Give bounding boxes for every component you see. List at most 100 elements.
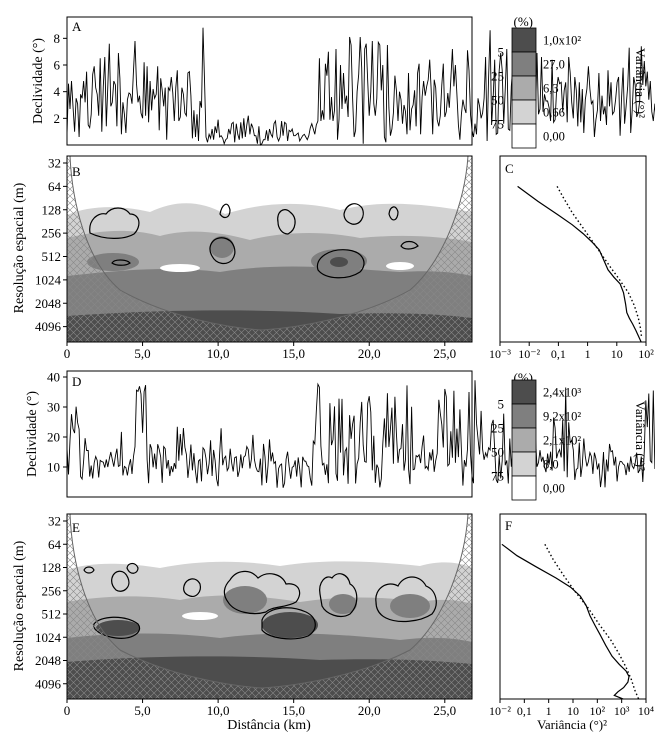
panel-d-ylabel: Declividade (°) bbox=[25, 391, 40, 477]
x-tick-label: 10,0 bbox=[207, 346, 230, 361]
y-tick-label: 4096 bbox=[35, 676, 62, 691]
legend-swatch bbox=[511, 379, 537, 405]
panel-b-contour-4 bbox=[277, 209, 296, 235]
legend-percent: 25 bbox=[491, 69, 504, 84]
panel-e-contour-8 bbox=[126, 562, 139, 574]
x-tick-label: 1 bbox=[585, 347, 591, 361]
panel-e-white-patch-1 bbox=[182, 612, 218, 620]
panel-d: D 10 20 30 40 Declividade (°) bbox=[25, 370, 655, 498]
legend-percent: 75 bbox=[491, 117, 504, 132]
legend-swatch bbox=[511, 475, 537, 501]
panel-d-letter: D bbox=[72, 374, 81, 389]
legend-value: 9,2x10² bbox=[543, 410, 581, 424]
panel-e: E 32 64 128 256 512 1024 2048 4096 Resolução es… bbox=[12, 513, 473, 733]
panel-e-contour-7 bbox=[183, 578, 201, 597]
panel-b-contour-5 bbox=[343, 203, 364, 225]
panel-e-y-ticks: 32 64 128 256 512 1024 2048 4096 bbox=[35, 514, 67, 691]
panel-a-y-ticks: 2 4 6 8 bbox=[54, 31, 67, 126]
panel-f-spectrum-line bbox=[501, 543, 630, 699]
x-tick-label: 1 bbox=[546, 704, 552, 718]
panel-c-significance-line bbox=[556, 186, 643, 337]
x-tick-label: 10³ bbox=[614, 704, 630, 718]
panel-e-contour-9 bbox=[83, 566, 95, 574]
x-tick-label: 5,0 bbox=[134, 703, 150, 718]
panel-a-slope-line bbox=[66, 27, 655, 146]
panel-e-contour-5 bbox=[375, 576, 437, 623]
legend-swatch bbox=[511, 99, 537, 125]
panel-f-x-axis-label: Variância (°)² bbox=[537, 717, 607, 732]
panel-a: A 2 4 6 8 Declividade (°) bbox=[31, 16, 655, 146]
panel-e-contour-6 bbox=[111, 570, 130, 592]
x-tick-label: 20,0 bbox=[358, 703, 381, 718]
panel-b-coi-line bbox=[69, 156, 469, 331]
panel-b-contour-1 bbox=[89, 207, 140, 239]
panel-a-ylabel: Declividade (°) bbox=[31, 38, 46, 124]
legend-swatch bbox=[511, 427, 537, 453]
x-tick-label: 10² bbox=[638, 347, 654, 361]
panel-b-x-ticks: 0 5,0 10,0 15,0 20,0 25,0 bbox=[64, 342, 456, 361]
legend-swatch bbox=[511, 451, 537, 477]
panel-d-frame bbox=[66, 370, 473, 498]
panel-b-contour-8 bbox=[400, 240, 419, 250]
panel-b-white-patch-1 bbox=[160, 264, 200, 272]
panel-b-contour-9 bbox=[219, 203, 231, 219]
panel-b-contour-7 bbox=[111, 259, 131, 266]
x-tick-label: 10,0 bbox=[207, 703, 230, 718]
panel-b-letter: B bbox=[72, 164, 81, 179]
panel-b-patch-4 bbox=[330, 257, 348, 267]
legend-swatch bbox=[511, 75, 537, 101]
legend-percent: 50 bbox=[491, 445, 504, 460]
y-tick-label: 64 bbox=[48, 179, 62, 194]
legend-swatch bbox=[511, 403, 537, 429]
y-tick-label: 1024 bbox=[35, 630, 62, 645]
panel-b-patch-3 bbox=[210, 236, 234, 258]
panel-e-ylabel: Resolução espacial (m) bbox=[12, 540, 27, 671]
y-tick-label: 10 bbox=[47, 460, 60, 475]
panel-e-patch-2 bbox=[262, 612, 318, 638]
legend-percent: 5 bbox=[498, 45, 505, 60]
legend-percent: 75 bbox=[491, 469, 504, 484]
panel-c-x-ticks: 10⁻³ 10⁻² 0,1 1 10 10² bbox=[489, 342, 654, 361]
x-axis-label: Distância (km) bbox=[227, 718, 311, 733]
y-tick-label: 4 bbox=[54, 84, 61, 99]
panel-c-spectrum-line bbox=[517, 185, 642, 342]
panel-b-white-patch-2 bbox=[386, 262, 414, 270]
panel-c-letter: C bbox=[505, 161, 514, 176]
y-tick-label: 32 bbox=[48, 156, 61, 171]
panel-e-x-ticks: 0 5,0 10,0 15,0 20,0 25,0 bbox=[64, 699, 456, 718]
x-tick-label: 10⁻² bbox=[489, 704, 511, 718]
legend-swatch bbox=[511, 51, 537, 77]
legend-value: 2,4x10³ bbox=[543, 386, 581, 400]
x-tick-label: 25,0 bbox=[433, 346, 456, 361]
y-tick-label: 32 bbox=[48, 514, 61, 529]
legend-percent: 50 bbox=[491, 93, 504, 108]
legend-value: 8,0 bbox=[543, 458, 559, 472]
y-tick-label: 1024 bbox=[35, 272, 62, 287]
x-tick-label: 0,1 bbox=[551, 347, 566, 361]
y-tick-label: 512 bbox=[42, 607, 62, 622]
panel-e-patch-4 bbox=[329, 594, 357, 614]
panel-f: F 10⁻² 0,1 1 10 10² 10³ 10⁴ Variância (°)² bbox=[489, 513, 654, 732]
x-tick-label: 0 bbox=[64, 703, 71, 718]
legend-top: (%) 5 25 50 75 1,0x10² 27,0 6,3 0,66 0,00 Variân… bbox=[491, 14, 648, 149]
x-tick-label: 0,1 bbox=[517, 704, 532, 718]
y-tick-label: 128 bbox=[42, 202, 62, 217]
y-tick-label: 2048 bbox=[35, 296, 61, 311]
panel-c-frame bbox=[499, 155, 647, 343]
y-tick-label: 512 bbox=[42, 249, 62, 264]
panel-f-letter: F bbox=[505, 518, 512, 533]
x-tick-label: 10⁻² bbox=[518, 347, 540, 361]
panel-e-contour-2 bbox=[223, 570, 301, 615]
x-tick-label: 10² bbox=[590, 704, 606, 718]
y-tick-label: 256 bbox=[42, 226, 62, 241]
y-tick-label: 6 bbox=[54, 58, 61, 73]
x-tick-label: 15,0 bbox=[282, 703, 305, 718]
y-tick-label: 4096 bbox=[35, 319, 62, 334]
legend-bottom-side-label: Variância (°)² bbox=[633, 401, 648, 471]
panel-b-contour-3 bbox=[316, 249, 365, 279]
legend-swatch bbox=[511, 123, 537, 149]
y-tick-label: 40 bbox=[47, 370, 60, 385]
x-tick-label: 10 bbox=[611, 347, 623, 361]
legend-value: 0,00 bbox=[543, 482, 565, 496]
y-tick-label: 2 bbox=[54, 111, 61, 126]
